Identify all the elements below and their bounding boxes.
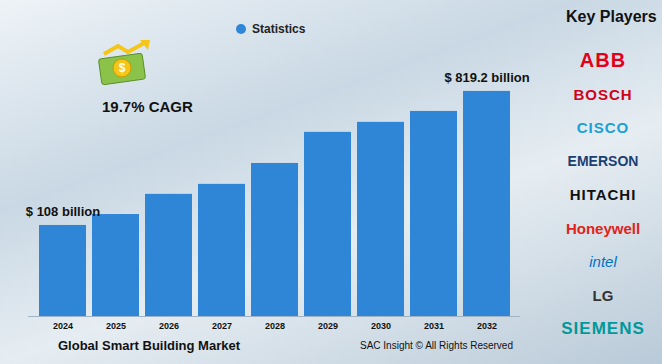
html-text:Statistics: Statistics (252, 22, 306, 36)
svg-text:$: $ (119, 61, 126, 75)
svg-text:2024: 2024 (53, 321, 73, 331)
svg-text:2025: 2025 (106, 321, 126, 331)
svg-text:2031: 2031 (424, 321, 444, 331)
svg-text:2029: 2029 (318, 321, 338, 331)
html-text:ABB: ABB (579, 49, 627, 71)
svg-text:2032: 2032 (477, 321, 497, 331)
html-text:EMERSON: EMERSON (567, 152, 639, 169)
html-text:SAC Insight © All Rights Reser: SAC Insight © All Rights Reserved (360, 340, 513, 351)
svg-text:2030: 2030 (371, 321, 391, 331)
html-text:CISCO: CISCO (576, 119, 630, 136)
html-text:BOSCH: BOSCH (573, 85, 633, 103)
html-text:intel: intel (589, 253, 617, 270)
svg-text:2027: 2027 (212, 321, 232, 331)
html-text:19.7% CAGR: 19.7% CAGR (102, 98, 193, 115)
svg-text:$ 819.2 billion: $ 819.2 billion (444, 70, 529, 85)
html-text:Honeywell: Honeywell (565, 219, 641, 237)
svg-text:2028: 2028 (265, 321, 285, 331)
html-text:Key Players: Key Players (566, 8, 657, 25)
html-text:SIEMENS: SIEMENS (561, 319, 645, 338)
html-text:LG: LG (592, 286, 614, 304)
svg-text:$ 108 billion: $ 108 billion (26, 204, 100, 219)
svg-text:2026: 2026 (159, 321, 179, 331)
html-text:HITACHI: HITACHI (569, 186, 637, 203)
html-text:Global Smart Building Market: Global Smart Building Market (58, 338, 240, 353)
